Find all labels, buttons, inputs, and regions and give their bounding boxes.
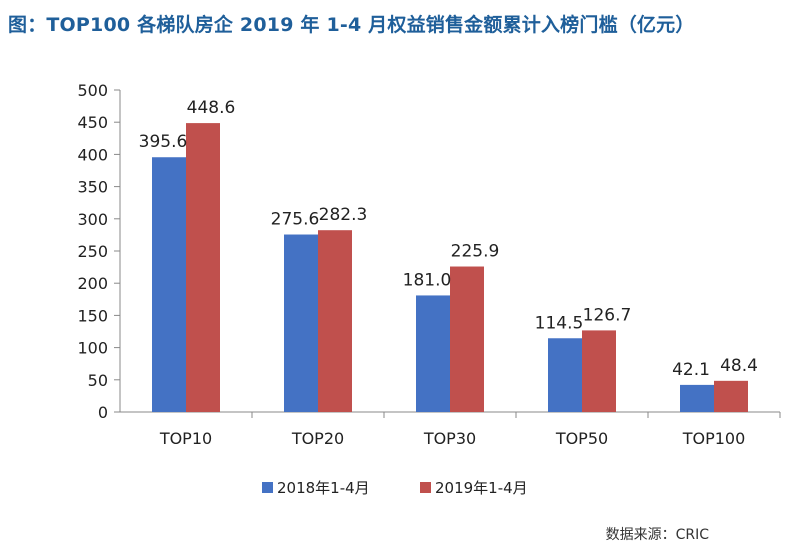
bar	[582, 330, 616, 412]
y-tick-label: 0	[98, 403, 108, 422]
y-axis: 0 50 100 150 200 250 300 350 400 450 500	[77, 81, 121, 422]
y-tick-label: 150	[77, 306, 108, 325]
bar	[680, 384, 714, 412]
data-labels: 395.6 448.6 275.6 282.3 181.0 225.9 114.5 126.7…	[139, 98, 758, 380]
y-tick-label: 250	[77, 242, 108, 261]
x-axis: TOP10 TOP20 TOP30 TOP50 TOP100	[120, 411, 781, 448]
legend-label: 2018年1-4月	[277, 479, 370, 497]
y-tick-label: 50	[88, 371, 108, 390]
y-tick-label: 300	[77, 210, 108, 229]
y-tick-label: 200	[77, 274, 108, 293]
legend-swatch	[262, 482, 273, 493]
bar	[714, 380, 748, 412]
category-label: TOP10	[159, 429, 212, 448]
legend-swatch	[420, 482, 431, 493]
category-label: TOP20	[291, 429, 344, 448]
data-label: 275.6	[271, 210, 320, 230]
legend-label: 2019年1-4月	[435, 479, 528, 497]
y-tick-label: 400	[77, 145, 108, 164]
data-label: 395.6	[139, 132, 188, 152]
data-label: 282.3	[319, 205, 368, 225]
bar	[186, 123, 220, 413]
bars	[152, 123, 748, 413]
data-label: 114.5	[535, 313, 584, 333]
category-label: TOP100	[682, 429, 746, 448]
bar	[548, 338, 582, 412]
y-tick-label: 100	[77, 339, 108, 358]
legend: 2018年1-4月 2019年1-4月	[262, 479, 528, 497]
y-tick-label: 450	[77, 113, 108, 132]
category-label: TOP50	[555, 429, 608, 448]
bar	[284, 234, 318, 412]
source-note: 数据来源：CRIC	[605, 527, 709, 543]
bar	[152, 157, 186, 412]
data-label: 225.9	[451, 242, 500, 262]
chart-title: 图：TOP100 各梯队房企 2019 年 1-4 月权益销售金额累计入榜门槛（…	[8, 14, 695, 36]
y-tick-label: 350	[77, 178, 108, 197]
data-label: 181.0	[403, 270, 452, 290]
bar	[416, 295, 450, 412]
bar	[318, 230, 352, 412]
data-label: 126.7	[583, 305, 632, 325]
category-label: TOP30	[423, 429, 476, 448]
data-label: 448.6	[187, 98, 236, 118]
y-tick-label: 500	[77, 81, 108, 100]
data-label: 48.4	[720, 356, 758, 376]
data-label: 42.1	[672, 360, 710, 380]
bar	[450, 266, 484, 412]
